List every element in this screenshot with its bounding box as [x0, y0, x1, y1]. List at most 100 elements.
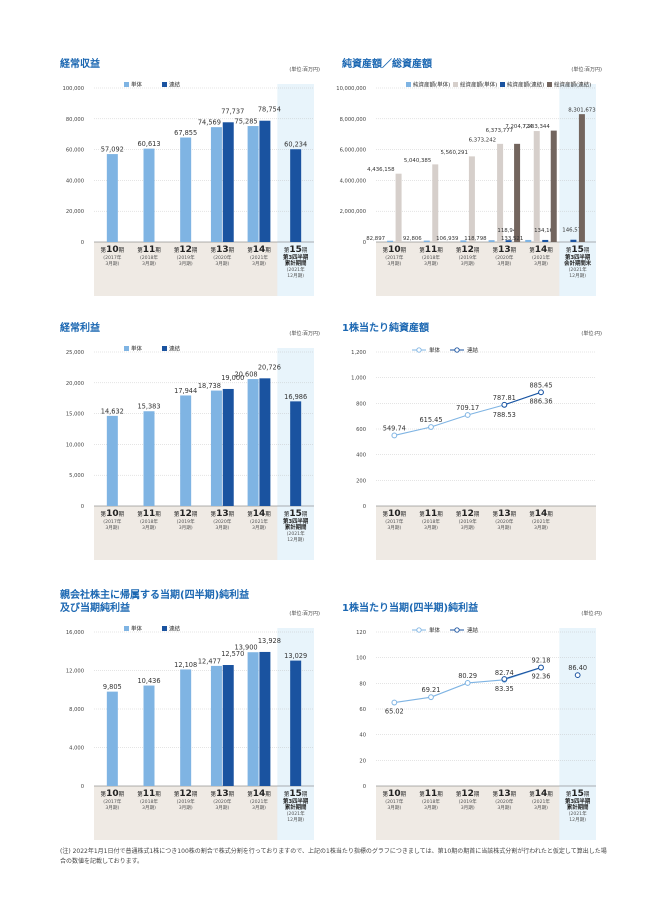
category-sub-label: 3月期) [424, 525, 438, 531]
unit-label: (単位:百万円) [289, 331, 320, 337]
data-label: 12,570 [221, 650, 244, 658]
category-label: 第12期 [174, 509, 198, 519]
category-label: 第12期 [174, 789, 198, 799]
legend-swatch [406, 82, 411, 87]
category-sub-label: (2018年 [140, 798, 158, 805]
category-prefix: 第 [383, 246, 389, 254]
category-sub-label: (2020年 [213, 254, 231, 261]
category-number: 13 [498, 789, 511, 799]
legend-label: 連結 [169, 345, 181, 353]
data-label: 788.53 [493, 411, 516, 419]
category-band [376, 242, 596, 296]
category-number: 14 [535, 789, 548, 799]
category-suffix: 期 [229, 511, 235, 518]
category-sub-label: 第3四半期 [565, 253, 591, 261]
category-prefix: 第 [174, 246, 180, 254]
legend-label: 連結 [467, 626, 479, 634]
category-suffix: 期 [584, 791, 590, 798]
data-label: 20,726 [258, 363, 281, 371]
category-number: 11 [425, 789, 438, 799]
data-label: 106,939 [436, 236, 459, 242]
category-sub-label: (2018年 [140, 518, 158, 525]
data-label: 7,233,344 [522, 124, 550, 130]
category-sub-label: 12月期) [569, 817, 586, 823]
category-sub-label: 3月期) [142, 525, 156, 531]
bar [259, 378, 271, 506]
bar [387, 240, 394, 242]
data-label: 14,632 [101, 407, 124, 415]
bar [578, 114, 585, 242]
category-number: 14 [253, 245, 266, 255]
category-label: 第15期 [284, 245, 308, 255]
category-prefix: 第 [566, 246, 572, 254]
y-tick-label: 20 [359, 758, 366, 764]
category-label: 第15期 [566, 789, 590, 799]
data-point [574, 672, 581, 679]
category-sub-label: (2018年 [422, 518, 440, 525]
data-label: 75,285 [235, 118, 258, 126]
category-label: 第12期 [456, 245, 480, 255]
category-sub-label: 3月期) [105, 805, 119, 811]
bar [290, 149, 302, 242]
legend-swatch [124, 626, 129, 631]
category-number: 11 [143, 245, 156, 255]
category-sub-label: (2020年 [213, 518, 231, 525]
category-sub-label: (2020年 [495, 798, 513, 805]
y-tick-label: 400 [356, 453, 366, 459]
category-sub-label: 3月期) [534, 525, 548, 531]
y-tick-label: 4,000,000 [340, 178, 366, 184]
category-sub-label: 3月期) [252, 805, 266, 811]
data-label: 146,570 [562, 228, 585, 234]
category-label: 第13期 [493, 789, 517, 799]
data-label: 17,944 [174, 387, 197, 395]
category-sub-label: (2019年 [459, 518, 477, 525]
category-suffix: 期 [229, 791, 235, 798]
chart-area: 0 20 40 60 80 100 120 単体 連結 第10期 (2017年 3月期) 第11期 (20… [342, 616, 602, 842]
category-label: 第11期 [419, 245, 443, 255]
data-label: 65.02 [385, 708, 404, 716]
category-prefix: 第 [456, 510, 462, 518]
category-prefix: 第 [247, 510, 253, 518]
category-sub-label: 3月期) [461, 805, 475, 811]
bar [210, 127, 222, 242]
y-tick-label: 200 [356, 478, 366, 484]
category-number: 13 [498, 245, 511, 255]
category-sub-label: 累計期間 [567, 803, 589, 811]
data-label: 92.36 [532, 672, 551, 680]
bar [180, 395, 192, 506]
category-sub-label: 3月期) [215, 525, 229, 531]
category-number: 13 [216, 789, 229, 799]
category-label: 第10期 [101, 789, 125, 799]
category-prefix: 第 [101, 510, 107, 518]
category-sub-label: (2017年 [103, 254, 121, 261]
y-tick-label: 0 [81, 784, 84, 790]
y-tick-label: 1,000 [351, 376, 366, 382]
category-sub-label: 3月期) [179, 261, 193, 267]
legend-label: 単体 [429, 346, 441, 354]
data-label: 5,040,385 [404, 158, 431, 164]
y-tick-label: 25,000 [66, 350, 84, 356]
category-sub-label: 3月期) [215, 261, 229, 267]
category-prefix: 第 [137, 510, 143, 518]
category-label: 第12期 [456, 789, 480, 799]
category-number: 15 [289, 789, 302, 799]
data-label: 60,234 [284, 141, 307, 149]
category-sub-label: (2021年 [250, 518, 268, 525]
bar [222, 388, 234, 506]
category-suffix: 期 [155, 511, 161, 518]
category-band [376, 786, 596, 840]
legend-swatch [500, 82, 505, 87]
category-number: 15 [289, 509, 302, 519]
category-prefix: 第 [101, 790, 107, 798]
highlight-band [559, 628, 596, 786]
category-sub-label: 12月期) [287, 817, 304, 823]
data-label: 92.18 [532, 657, 551, 665]
category-number: 12 [179, 789, 192, 799]
bar [505, 240, 512, 242]
y-tick-label: 6,000,000 [340, 148, 366, 154]
category-label: 第13期 [211, 509, 235, 519]
category-suffix: 期 [584, 247, 590, 254]
legend-swatch [124, 346, 129, 351]
